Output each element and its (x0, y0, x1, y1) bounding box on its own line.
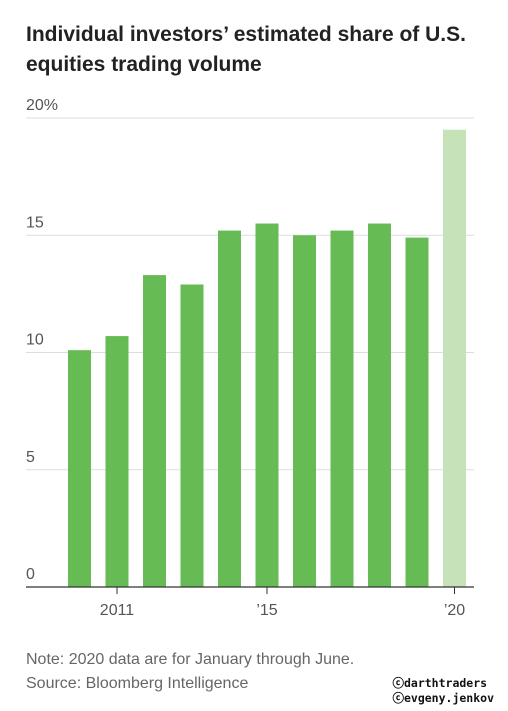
bar-2016 (293, 235, 316, 587)
y-tick-label-15: 15 (26, 214, 44, 231)
y-tick-label-5: 5 (26, 449, 35, 466)
bar-2017 (330, 230, 354, 587)
axes: 0 5 10 15 20% 2011 ’15 ’20 (26, 97, 474, 619)
source-text: Source: Bloomberg Intelligence (26, 675, 249, 692)
x-tick-label-2015: ’15 (256, 602, 277, 619)
bar-2014 (218, 230, 241, 587)
chart-notes: Note: 2020 data are for January through … (26, 648, 354, 696)
bar-2010 (68, 350, 91, 587)
bar-2012 (143, 275, 166, 587)
y-tick-label-10: 10 (26, 332, 44, 349)
bars (68, 129, 466, 587)
y-tick-label-0: 0 (26, 566, 35, 583)
y-tick-label-20: 20% (26, 97, 58, 114)
x-tick-label-2011: 2011 (100, 602, 135, 619)
bar-chart: 0 5 10 15 20% 2011 ’15 ’20 (26, 97, 474, 619)
bar-2018 (368, 223, 391, 587)
bar-2011 (105, 336, 129, 587)
credit-line-1: ⓒdarthtraders (392, 676, 488, 690)
credit-line-2: ⓒevgeny.jenkov (392, 691, 494, 705)
x-tick-label-2020: ’20 (444, 602, 465, 619)
note-text: Note: 2020 data are for January through … (26, 651, 355, 668)
gridlines (26, 117, 474, 471)
bar-2020 (443, 129, 466, 587)
chart-title: Individual investors’ estimated share of… (26, 23, 466, 76)
bar-2019 (405, 237, 429, 587)
bar-2015 (255, 223, 279, 587)
credits: ⓒdarthtraders ⓒevgeny.jenkov (392, 676, 494, 706)
bar-2013 (180, 284, 204, 587)
